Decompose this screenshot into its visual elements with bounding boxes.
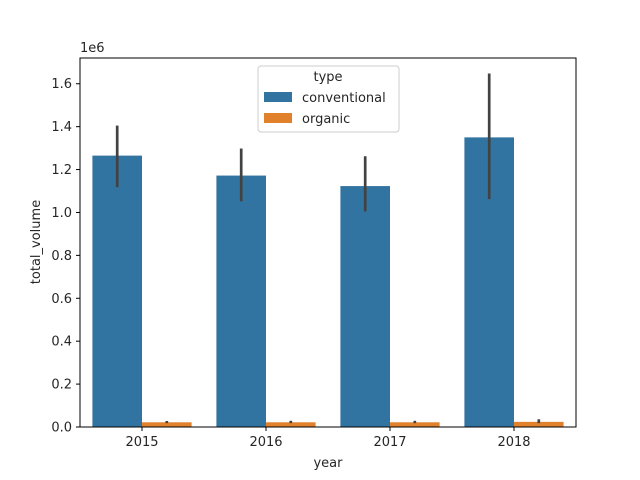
bar-organic-2018 [514, 421, 564, 427]
y-tick-label: 0.2 [51, 378, 72, 393]
bars-layer [92, 137, 564, 427]
y-tick-label: 1.4 [51, 120, 72, 135]
x-tick-label-2015: 2015 [125, 435, 158, 450]
legend-label-organic: organic [302, 112, 350, 127]
y-tick-label: 0.0 [51, 421, 72, 436]
y-tick-label: 0.4 [51, 335, 72, 350]
y-axis: 0.0 0.2 0.4 0.6 0.8 1.0 1.2 1.4 1.6 [51, 77, 80, 436]
y-axis-offset-label: 1e6 [80, 41, 105, 56]
y-tick-label: 1.6 [51, 77, 72, 92]
bar-conventional-2016 [216, 175, 266, 427]
bar-conventional-2015 [92, 155, 142, 427]
y-tick-label: 1.0 [51, 206, 72, 221]
legend-label-conventional: conventional [302, 91, 386, 106]
x-axis: 2015 2016 2017 2018 [125, 427, 531, 450]
legend-swatch-conventional [264, 92, 292, 102]
x-tick-label-2016: 2016 [249, 435, 282, 450]
y-tick-label: 1.2 [51, 163, 72, 178]
x-tick-label-2018: 2018 [497, 435, 530, 450]
bar-organic-2017 [390, 422, 440, 427]
x-axis-label: year [313, 456, 343, 471]
bar-organic-2015 [142, 422, 192, 427]
legend-box [257, 65, 400, 133]
bar-organic-2016 [266, 422, 316, 427]
error-bars-layer [115, 73, 541, 424]
bar-conventional-2017 [340, 186, 390, 427]
x-tick-label-2017: 2017 [373, 435, 406, 450]
legend-title: type [313, 70, 342, 85]
legend-swatch-organic [264, 113, 292, 123]
y-tick-label: 0.8 [51, 249, 72, 264]
y-tick-label: 0.6 [51, 292, 72, 307]
legend: type conventional organic [257, 65, 400, 133]
y-axis-label: total_volume [29, 200, 44, 284]
plot-frame [79, 57, 577, 428]
